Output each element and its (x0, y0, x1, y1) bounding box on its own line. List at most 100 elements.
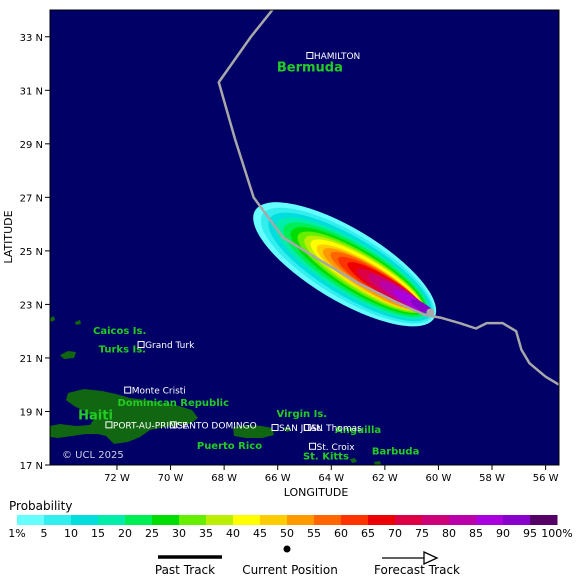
colorbar-label: 15 (91, 527, 105, 540)
colorbar-swatch (44, 515, 72, 525)
colorbar-swatch (341, 515, 369, 525)
city-label: PORT-AU-PRINCE (113, 421, 188, 431)
colorbar-swatch (314, 515, 342, 525)
probability-legend: Probability 1% 5 10 15 20 25 30 35 40 45 50 55 60 65 7… (8, 499, 572, 540)
storm-track-layer (217, 10, 559, 386)
region-label: Bermuda (277, 61, 343, 76)
colorbar-swatch (98, 515, 126, 525)
current-position-marker (426, 308, 435, 317)
legend-title: Probability (9, 499, 72, 513)
colorbar-swatch (233, 515, 261, 525)
colorbar-swatch (17, 515, 45, 525)
colorbar-label: 40 (226, 527, 240, 540)
longitude-tick-label: 70 W (158, 473, 184, 484)
longitude-tick-label: 72 W (104, 473, 130, 484)
colorbar-label: 10 (64, 527, 78, 540)
current-position-legend-dot (283, 545, 291, 553)
past-track-line (217, 10, 559, 386)
region-label: Virgin Is. (277, 409, 328, 420)
colorbar-label: 25 (145, 527, 159, 540)
colorbar-label: 45 (253, 527, 267, 540)
colorbar-swatch (179, 515, 207, 525)
virgin-islands-landmass (282, 427, 292, 432)
city-label: Monte Cristi (132, 387, 186, 397)
city-marker (124, 386, 132, 394)
colorbar-label: 85 (469, 527, 483, 540)
colorbar-swatch (449, 515, 477, 525)
track-legend: Past Track Current Position Forecast Tra… (155, 545, 460, 577)
longitude-tick-label: 66 W (265, 473, 291, 484)
city-marker (303, 424, 311, 432)
city-label: HAMILTON (314, 52, 360, 62)
barbuda-landmass (374, 461, 381, 465)
region-label: St. Kitts (303, 452, 349, 463)
region-label: Barbuda (372, 446, 420, 457)
city-marker (309, 442, 317, 450)
city-marker (105, 421, 113, 429)
colorbar-label: 20 (118, 527, 132, 540)
city-marker (137, 341, 145, 349)
latitude-tick-label: 27 N (20, 193, 43, 204)
city-label: Grand Turk (145, 341, 195, 351)
city-label: St. Thomas (311, 424, 362, 434)
longitude-axis-label: LONGITUDE (284, 486, 349, 499)
latitude-tick-label: 31 N (20, 86, 43, 97)
past-track-legend-label: Past Track (155, 563, 215, 577)
colorbar-label: 100% (541, 527, 572, 540)
colorbar-swatch (71, 515, 99, 525)
colorbar-label: 80 (442, 527, 456, 540)
map-panel: Bermuda Caicos Is. Turks Is. Haiti Dominican… (49, 9, 560, 466)
colorbar-swatch (395, 515, 423, 525)
longitude-tick-label: 60 W (426, 473, 452, 484)
latitude-axis-label: LATITUDE (2, 210, 15, 263)
colorbar-label: 75 (415, 527, 429, 540)
colorbar-label: 5 (41, 527, 48, 540)
colorbar-label: 65 (361, 527, 375, 540)
region-label: Caicos Is. (93, 326, 146, 337)
colorbar-swatch (368, 515, 396, 525)
hispaniola-landmass (50, 389, 198, 444)
colorbar-swatch (503, 515, 531, 525)
current-position-legend-label: Current Position (242, 563, 338, 577)
bahamas-landmass (50, 316, 81, 325)
longitude-tick-label: 56 W (533, 473, 559, 484)
colorbar-swatch (476, 515, 504, 525)
colorbar-swatch (422, 515, 450, 525)
copyright-text: © UCL 2025 (62, 450, 124, 461)
longitude-tick-label: 68 W (211, 473, 237, 484)
latitude-tick-label: 33 N (20, 33, 43, 44)
latitude-tick-label: 25 N (20, 247, 43, 258)
forecast-track-legend-arrow (382, 550, 439, 566)
colorbar-label: 70 (388, 527, 402, 540)
caicos-islands-landmass (60, 351, 76, 359)
region-label: Anguilla (335, 425, 381, 436)
city-marker (271, 424, 279, 432)
colorbar-swatch (125, 515, 153, 525)
colorbar-label: 60 (334, 527, 348, 540)
probability-colorbar-labels: 1% 5 10 15 20 25 30 35 40 45 50 55 60 65 70 75 80 85 90 95 1… (8, 527, 572, 540)
colorbar-label: 35 (199, 527, 213, 540)
colorbar-swatch (530, 515, 558, 525)
map-frame (49, 9, 560, 466)
colorbar-swatch (260, 515, 288, 525)
map-labels: Bermuda Caicos Is. Turks Is. Haiti Dominican… (78, 52, 419, 463)
colorbar-swatch (206, 515, 234, 525)
land-masses (50, 316, 381, 465)
colorbar-swatch (287, 515, 315, 525)
latitude-tick-label: 23 N (20, 300, 43, 311)
colorbar-label: 30 (172, 527, 186, 540)
forecast-track-legend-label: Forecast Track (374, 563, 460, 577)
city-label: St. Croix (317, 443, 356, 453)
colorbar-label: 1% (8, 527, 25, 540)
colorbar-label: 95 (523, 527, 537, 540)
probability-swath (253, 202, 437, 327)
region-label: Puerto Rico (197, 441, 262, 452)
region-label: Haiti (78, 409, 113, 424)
latitude-tick-label: 21 N (20, 354, 43, 365)
city-marker (169, 421, 177, 429)
city-label: SANTO DOMINGO (177, 421, 256, 431)
city-label: SAN JUAN (279, 424, 323, 434)
latitude-tick-label: 29 N (20, 140, 43, 151)
colorbar-label: 55 (307, 527, 321, 540)
